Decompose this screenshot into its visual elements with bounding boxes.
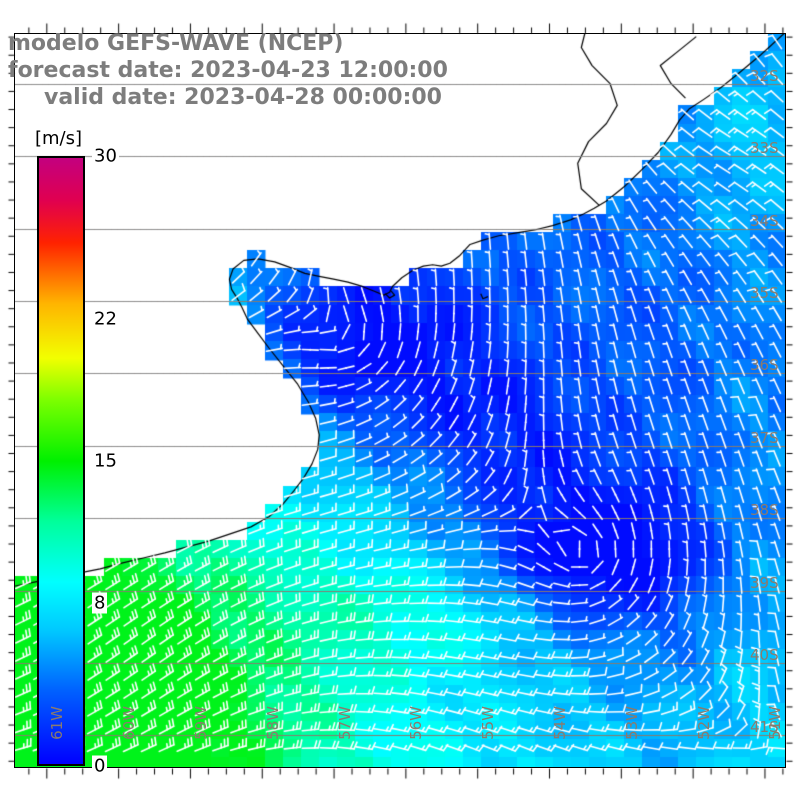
- lat-label-41S: 41S: [750, 718, 779, 737]
- colorbar-tick-8: 8: [92, 592, 108, 614]
- lat-label-39S: 39S: [750, 573, 779, 592]
- lon-label-59W: 59W: [191, 706, 210, 740]
- lat-label-32S: 32S: [750, 66, 779, 85]
- colorbar-tick-15: 15: [92, 450, 119, 472]
- lon-label-54W: 54W: [551, 706, 569, 740]
- colorbar-tick-0: 0: [92, 755, 108, 777]
- colorbar-legend[interactable]: [m/s] 30 22 15 8 0: [22, 127, 134, 779]
- colorbar-tick-30: 30: [92, 145, 119, 167]
- lat-label-33S: 33S: [750, 139, 779, 158]
- lon-label-56W: 56W: [407, 706, 426, 740]
- lon-label-61W: 61W: [48, 706, 67, 740]
- colorbar-gradient: [39, 158, 83, 764]
- lon-label-60W: 60W: [120, 706, 139, 740]
- lat-label-35S: 35S: [750, 283, 779, 302]
- colorbar-unit-label: [m/s]: [32, 127, 86, 150]
- lat-label-38S: 38S: [750, 501, 779, 520]
- lon-label-53W: 53W: [622, 706, 641, 740]
- lon-label-52W: 52W: [694, 706, 713, 740]
- colorbar-tick-22: 22: [92, 308, 119, 330]
- lat-label-40S: 40S: [750, 646, 779, 664]
- lat-label-36S: 36S: [750, 356, 779, 375]
- lon-label-55W: 55W: [479, 706, 498, 740]
- lon-label-58W: 58W: [263, 706, 282, 740]
- lon-label-57W: 57W: [335, 706, 354, 740]
- lat-label-34S: 34S: [750, 211, 779, 230]
- colorbar-box: [37, 156, 85, 766]
- lat-label-37S: 37S: [750, 428, 779, 447]
